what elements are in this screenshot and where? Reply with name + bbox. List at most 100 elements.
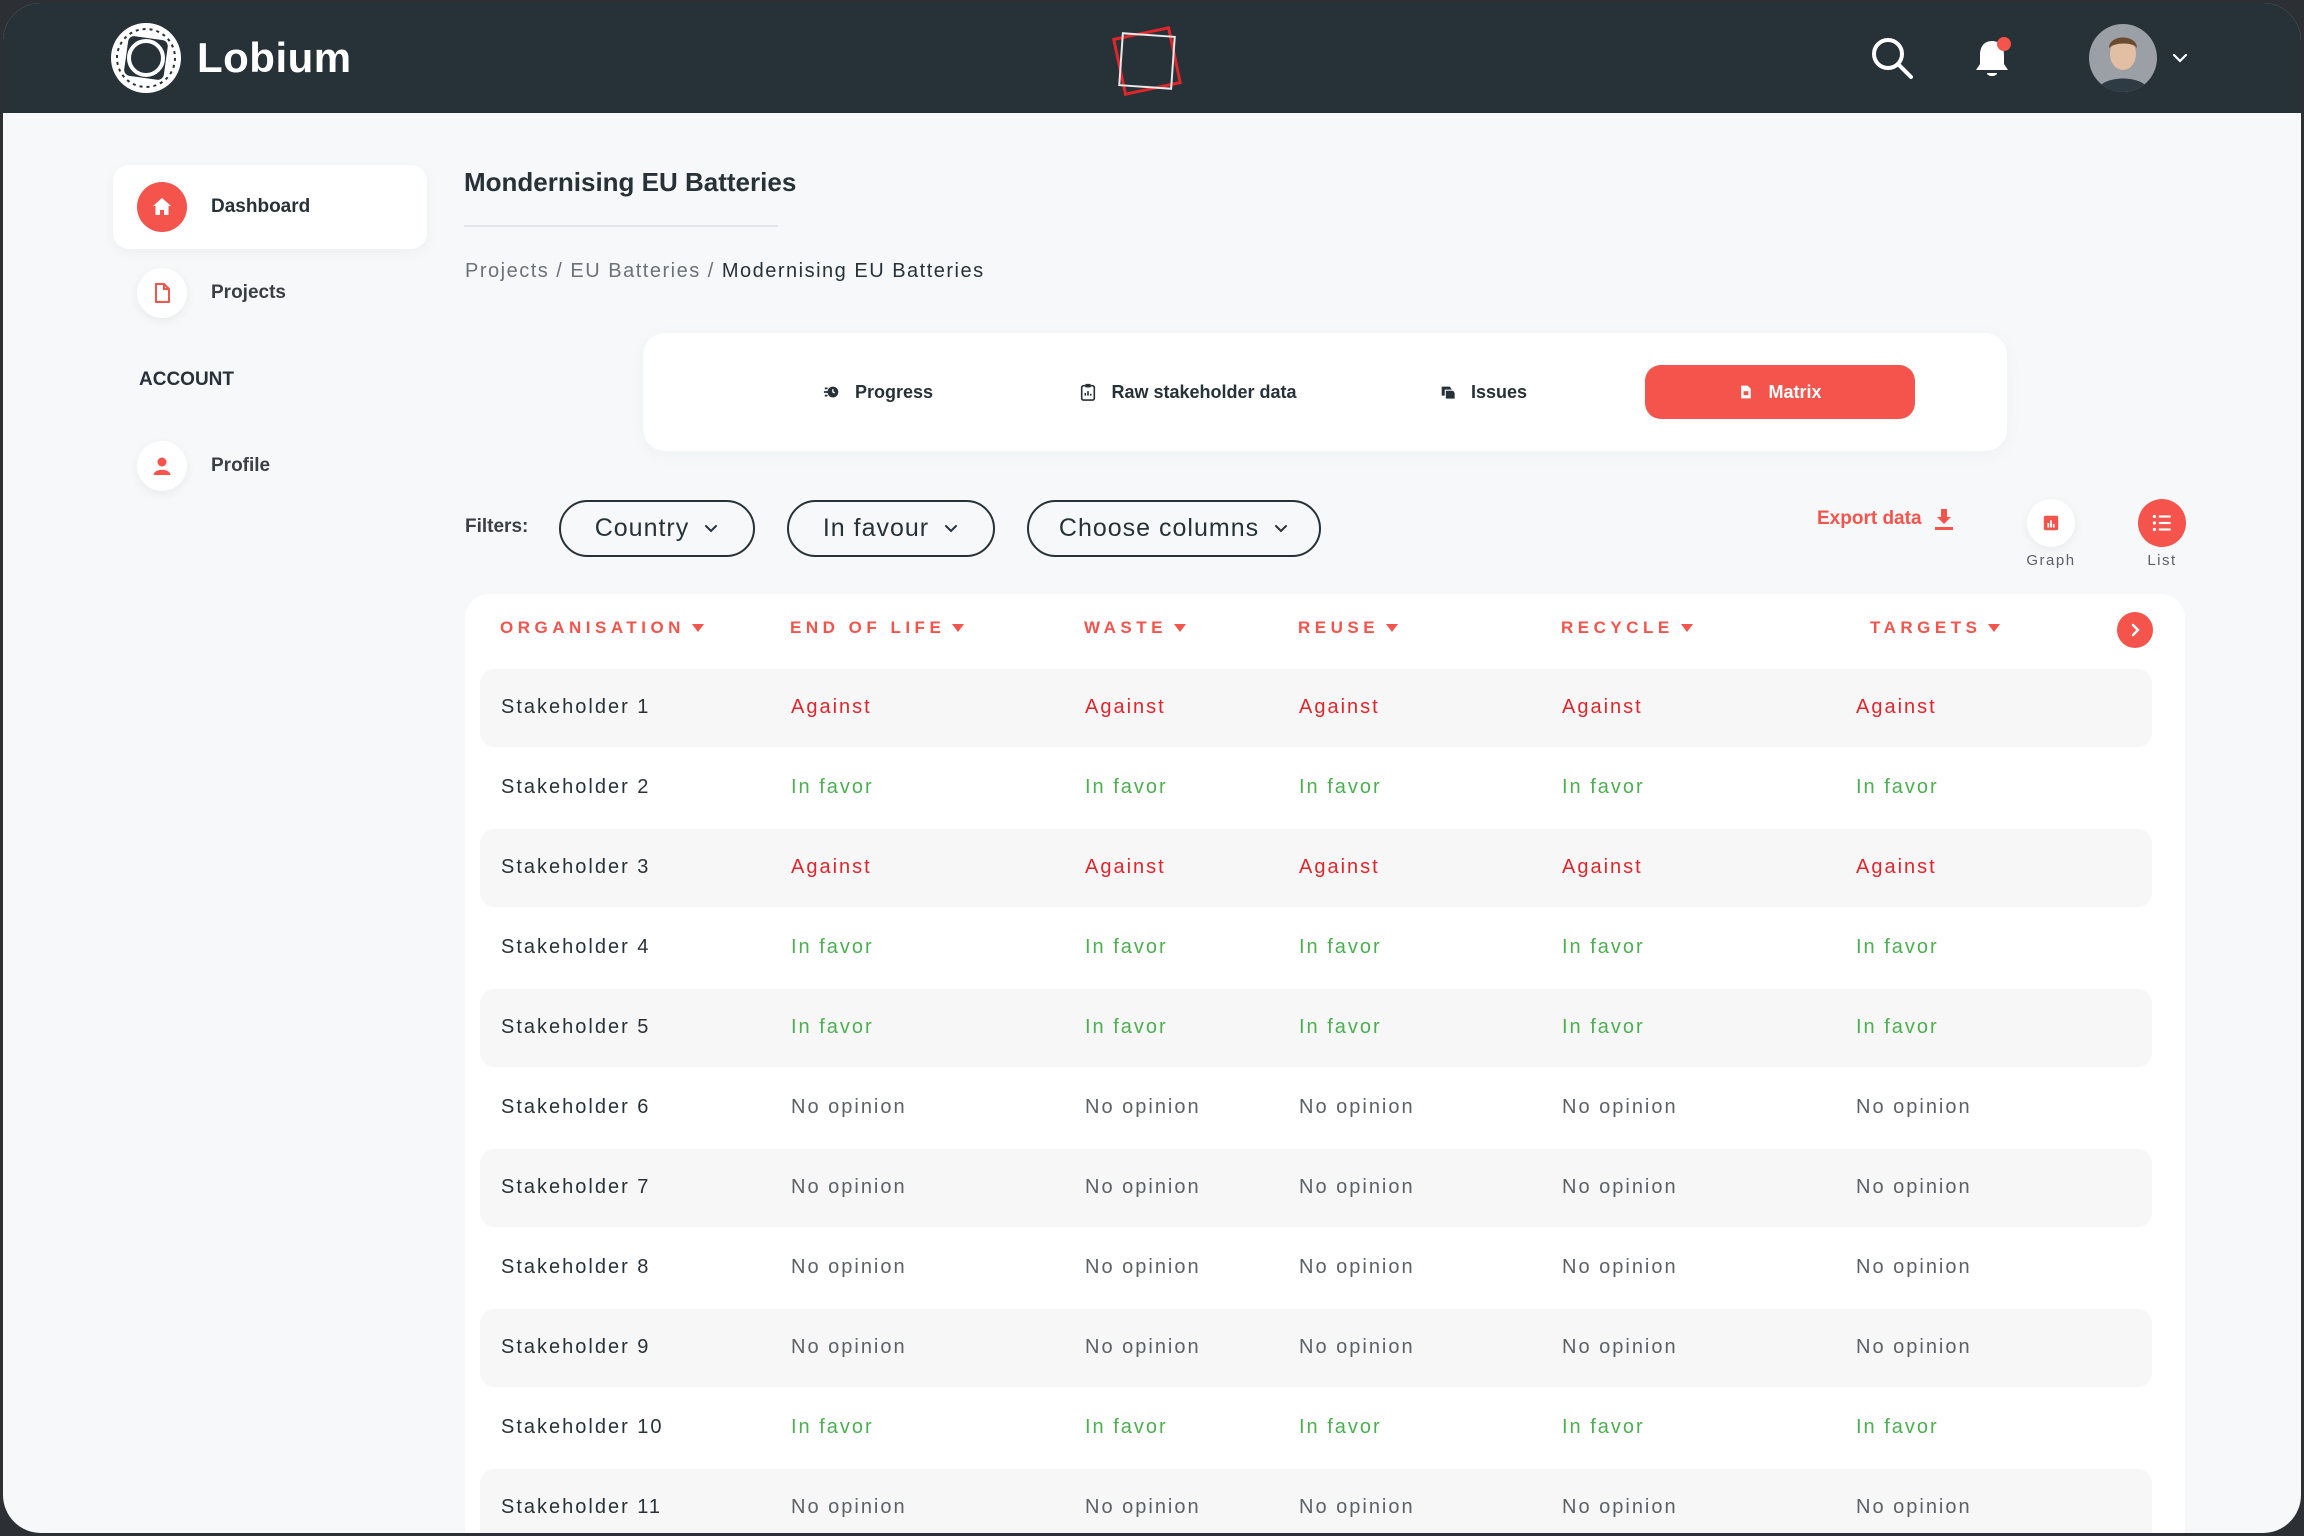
- tab-matrix[interactable]: Matrix: [1645, 365, 1915, 419]
- sort-down-icon: [1680, 624, 1693, 632]
- sidebar-item-dashboard[interactable]: Dashboard: [113, 165, 427, 249]
- stance-cell: No opinion: [1299, 1336, 1415, 1358]
- download-icon: [1934, 509, 1953, 530]
- sidebar-item-projects[interactable]: Projects: [137, 268, 286, 318]
- chevron-down-icon: [945, 524, 958, 532]
- column-header-label: RECYCLE: [1561, 618, 1674, 637]
- stance-cell: In favor: [1856, 1016, 1939, 1038]
- stance-cell: In favor: [1299, 1016, 1382, 1038]
- breadcrumb-eu-batteries[interactable]: EU Batteries: [570, 260, 701, 282]
- sort-down-icon: [952, 624, 965, 632]
- stance-cell: In favor: [1856, 1416, 1939, 1438]
- favour-filter-label: In favour: [822, 514, 930, 542]
- scroll-columns-right-button[interactable]: [2117, 612, 2153, 648]
- choose-columns-label: Choose columns: [1058, 514, 1260, 542]
- tab-progress[interactable]: Progress: [803, 365, 953, 419]
- table-row[interactable]: Stakeholder 11 No opinion No opinion No opi…: [480, 1469, 2152, 1533]
- table-row[interactable]: Stakeholder 7 No opinion No opinion No opin…: [480, 1149, 2152, 1227]
- stance-cell: Against: [1856, 856, 1937, 878]
- overlapping-squares-icon: [1112, 26, 1182, 96]
- graph-view-button[interactable]: [2027, 499, 2075, 547]
- search-icon[interactable]: [1867, 33, 1917, 83]
- bell-icon[interactable]: [1967, 33, 2017, 83]
- issues-icon: [1441, 386, 1456, 400]
- person-icon: [137, 441, 187, 491]
- table-row[interactable]: Stakeholder 1 Against Against Against Agains…: [480, 669, 2152, 747]
- tab-raw-stakeholder-data[interactable]: Raw stakeholder data: [1058, 365, 1318, 419]
- table-row[interactable]: Stakeholder 6 No opinion No opinion No opin…: [480, 1069, 2152, 1147]
- avatar[interactable]: [2089, 24, 2157, 92]
- stance-cell: No opinion: [791, 1096, 907, 1118]
- tab-label: Issues: [1470, 381, 1528, 402]
- logo[interactable]: Lobium: [109, 21, 352, 95]
- export-data-button[interactable]: Export data: [1817, 507, 1956, 531]
- stance-cell: No opinion: [1562, 1336, 1678, 1358]
- list-icon: [2152, 514, 2171, 532]
- breadcrumb-separator: /: [549, 260, 571, 282]
- table-row[interactable]: Stakeholder 10 In favor In favor In favor In…: [480, 1389, 2152, 1467]
- column-header-recycle[interactable]: RECYCLE: [1561, 618, 1694, 638]
- page-title: Mondernising EU Batteries: [464, 167, 797, 197]
- table-row[interactable]: Stakeholder 9 No opinion No opinion No opin…: [480, 1309, 2152, 1387]
- chevron-down-icon: [705, 524, 718, 532]
- choose-columns-dropdown[interactable]: Choose columns: [1027, 500, 1321, 557]
- stance-cell: No opinion: [1856, 1176, 1972, 1198]
- table-row[interactable]: Stakeholder 5 In favor In favor In favor In …: [480, 989, 2152, 1067]
- stance-cell: No opinion: [1856, 1336, 1972, 1358]
- stance-cell: Against: [1562, 856, 1643, 878]
- sidebar-item-label: Profile: [211, 455, 271, 476]
- stance-cell: In favor: [1562, 1416, 1645, 1438]
- stance-cell: In favor: [791, 1016, 874, 1038]
- graph-view-label: Graph: [2026, 552, 2076, 569]
- column-header-organisation[interactable]: ORGANISATION: [500, 618, 705, 638]
- sidebar-item-profile[interactable]: Profile: [137, 441, 270, 491]
- list-view-button[interactable]: [2138, 499, 2186, 547]
- stance-cell: Against: [1562, 696, 1643, 718]
- stance-cell: In favor: [1856, 776, 1939, 798]
- stance-cell: Against: [1299, 856, 1380, 878]
- stance-cell: In favor: [1562, 1016, 1645, 1038]
- table-row[interactable]: Stakeholder 4 In favor In favor In favor In …: [480, 909, 2152, 987]
- favour-filter-dropdown[interactable]: In favour: [787, 500, 995, 557]
- organisation-cell: Stakeholder 6: [501, 1096, 651, 1118]
- table-row[interactable]: Stakeholder 3 Against Against Against Agains…: [480, 829, 2152, 907]
- sort-down-icon: [1386, 624, 1399, 632]
- chevron-right-icon: [2131, 623, 2140, 637]
- sidebar-item-label: Projects: [211, 282, 286, 303]
- stance-cell: In favor: [791, 1416, 874, 1438]
- breadcrumb-projects[interactable]: Projects: [465, 260, 550, 282]
- column-header-label: ORGANISATION: [500, 618, 685, 637]
- tab-label: Matrix: [1768, 381, 1822, 402]
- stance-cell: No opinion: [1085, 1176, 1201, 1198]
- column-header-end-of-life[interactable]: END OF LIFE: [790, 618, 965, 638]
- stance-cell: Against: [1856, 696, 1937, 718]
- title-divider: [464, 225, 778, 227]
- column-header-targets[interactable]: TARGETS: [1870, 618, 2001, 638]
- stance-cell: In favor: [1299, 936, 1382, 958]
- column-header-reuse[interactable]: REUSE: [1298, 618, 1399, 638]
- tab-label: Progress: [854, 381, 934, 402]
- lobium-logo-icon: [111, 23, 181, 93]
- table-row[interactable]: Stakeholder 8 No opinion No opinion No opin…: [480, 1229, 2152, 1307]
- organisation-cell: Stakeholder 1: [501, 696, 651, 718]
- stance-cell: No opinion: [1085, 1256, 1201, 1278]
- organisation-cell: Stakeholder 8: [501, 1256, 651, 1278]
- chevron-down-icon[interactable]: [2169, 47, 2191, 69]
- clipboard-icon: [1081, 383, 1096, 401]
- table-row[interactable]: Stakeholder 2 In favor In favor In favor In …: [480, 749, 2152, 827]
- document-icon: [137, 268, 187, 318]
- stance-cell: In favor: [1299, 776, 1382, 798]
- stance-cell: No opinion: [1562, 1096, 1678, 1118]
- breadcrumb-current: Modernising EU Batteries: [721, 260, 985, 282]
- stance-cell: No opinion: [791, 1256, 907, 1278]
- country-filter-dropdown[interactable]: Country: [559, 500, 755, 557]
- matrix-icon: [1741, 385, 1752, 399]
- tab-issues[interactable]: Issues: [1423, 365, 1543, 419]
- organisation-cell: Stakeholder 10: [501, 1416, 664, 1438]
- column-header-label: END OF LIFE: [790, 618, 946, 637]
- stance-cell: No opinion: [1299, 1496, 1415, 1518]
- column-header-waste[interactable]: WASTE: [1084, 618, 1187, 638]
- stance-cell: No opinion: [791, 1336, 907, 1358]
- stance-cell: Against: [791, 696, 872, 718]
- stance-cell: In favor: [1856, 936, 1939, 958]
